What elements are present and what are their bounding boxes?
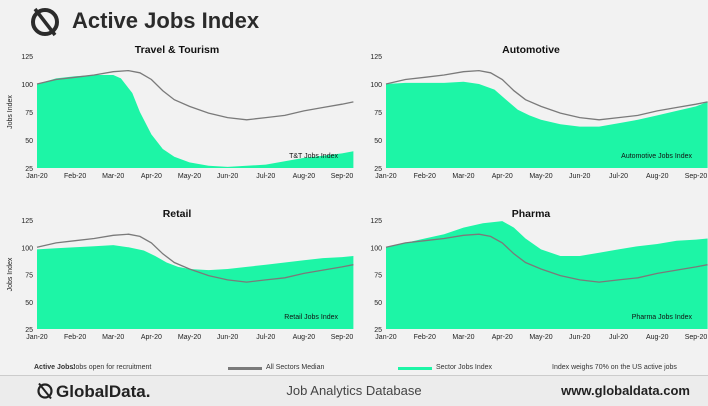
median-line bbox=[36, 233, 354, 283]
series-annotation: Pharma Jobs Index bbox=[632, 314, 693, 321]
globaldata-brand-icon bbox=[37, 382, 53, 400]
x-tick-label: Jan-20 bbox=[375, 173, 397, 180]
sector-jobs-area bbox=[37, 245, 354, 329]
x-tick-label: Mar-20 bbox=[102, 173, 124, 180]
x-tick-label: Jul-20 bbox=[256, 173, 275, 180]
chart-title: Automotive bbox=[502, 44, 560, 56]
y-tick-label: 125 bbox=[370, 54, 382, 61]
x-tick-label: Jan-20 bbox=[375, 334, 397, 341]
chart-svg: 25 50 75 100 125 Jan-20 Feb-20 Mar-20 Apr-20 May-… bbox=[7, 54, 354, 180]
y-tick-label: 50 bbox=[374, 300, 382, 307]
series-annotation: Automotive Jobs Index bbox=[621, 153, 692, 160]
chart-svg: 25 50 75 100 125 Jan-20 Feb-20 Mar-20 Apr-20 May-… bbox=[370, 54, 708, 180]
x-tick-label: Feb-20 bbox=[414, 334, 436, 341]
y-tick-label: 75 bbox=[374, 273, 382, 280]
x-tick-label: Sep-20 bbox=[685, 334, 708, 341]
chart-title: Retail bbox=[162, 208, 192, 220]
y-tick-label: 125 bbox=[21, 218, 33, 225]
x-tick-label: Sep-20 bbox=[331, 334, 354, 341]
x-tick-label: Jan-20 bbox=[26, 173, 48, 180]
x-tick-label: Apr-20 bbox=[141, 173, 162, 180]
header: Active Jobs Index bbox=[0, 0, 708, 42]
x-tick-label: Jun-20 bbox=[569, 334, 591, 341]
median-line bbox=[385, 69, 708, 121]
sector-jobs-area bbox=[386, 81, 708, 168]
legend-active-label: Active Jobs: bbox=[34, 364, 76, 371]
x-tick-label: Feb-20 bbox=[414, 173, 436, 180]
x-tick-label: Aug-20 bbox=[646, 334, 669, 341]
x-tick-label: Sep-20 bbox=[685, 173, 708, 180]
y-tick-label: 100 bbox=[370, 82, 382, 89]
website-link[interactable]: www.globaldata.com bbox=[561, 383, 690, 398]
x-tick-label: Jun-20 bbox=[569, 173, 591, 180]
y-tick-label: 50 bbox=[374, 138, 382, 145]
series-annotation: T&T Jobs Index bbox=[289, 153, 338, 160]
y-tick-label: 50 bbox=[25, 300, 33, 307]
chart-svg: 25 50 75 100 125 Jan-20 Feb-20 Mar-20 Apr-20 May-… bbox=[370, 218, 708, 341]
x-tick-label: Jun-20 bbox=[217, 334, 239, 341]
median-line bbox=[36, 69, 354, 121]
x-tick-label: Jul-20 bbox=[256, 334, 275, 341]
y-tick-label: 75 bbox=[374, 110, 382, 117]
x-tick-label: Aug-20 bbox=[646, 173, 669, 180]
x-tick-label: Jul-20 bbox=[609, 173, 628, 180]
x-tick-label: Jun-20 bbox=[217, 173, 239, 180]
y-tick-label: 25 bbox=[25, 166, 33, 173]
y-tick-label: 25 bbox=[374, 166, 382, 173]
x-tick-label: Apr-20 bbox=[492, 173, 513, 180]
brand-name: GlobalData. bbox=[56, 382, 151, 401]
y-tick-label: 100 bbox=[370, 245, 382, 252]
x-tick-label: Aug-20 bbox=[293, 334, 316, 341]
x-tick-label: Sep-20 bbox=[331, 173, 354, 180]
y-tick-label: 125 bbox=[21, 54, 33, 61]
y-tick-label: 100 bbox=[21, 82, 33, 89]
page-title: Active Jobs Index bbox=[72, 8, 260, 33]
x-tick-label: Jul-20 bbox=[609, 334, 628, 341]
series-annotation: Retail Jobs Index bbox=[284, 314, 338, 321]
chart-panel-pharma: Pharma 25 50 75 100 125 Jan-20 Feb-20 Mar-20 Apr… bbox=[354, 206, 708, 360]
legend-median-label: All Sectors Median bbox=[266, 364, 325, 371]
chart-panel-travel: Travel & Tourism 25 50 75 100 125 Jan-20 Feb-2… bbox=[0, 42, 354, 202]
legend-active-desc: Jobs open for recruitment bbox=[72, 364, 152, 371]
median-line bbox=[385, 233, 708, 283]
y-tick-label: 50 bbox=[25, 138, 33, 145]
y-tick-label: 100 bbox=[21, 245, 33, 252]
database-name: Job Analytics Database bbox=[286, 383, 422, 398]
chart-panel-retail: Retail 25 50 75 100 125 Jan-20 Feb-20 Mar-20 Apr… bbox=[0, 206, 354, 360]
y-tick-label: 75 bbox=[25, 110, 33, 117]
x-tick-label: Feb-20 bbox=[64, 334, 86, 341]
legend: Active Jobs: Jobs open for recruitment A… bbox=[0, 361, 708, 375]
y-axis-label: Jobs Index bbox=[7, 257, 14, 291]
legend-note: Index weighs 70% on the US active jobs bbox=[552, 364, 677, 371]
x-tick-label: Apr-20 bbox=[492, 334, 513, 341]
y-tick-label: 25 bbox=[25, 327, 33, 334]
y-tick-label: 125 bbox=[370, 218, 382, 225]
x-tick-label: Mar-20 bbox=[452, 173, 474, 180]
legend-sector-swatch bbox=[398, 367, 432, 370]
x-tick-label: Mar-20 bbox=[452, 334, 474, 341]
chart-svg: 25 50 75 100 125 Jan-20 Feb-20 Mar-20 Apr-20 May-… bbox=[7, 218, 354, 341]
x-tick-label: Aug-20 bbox=[293, 173, 316, 180]
footer: GlobalData. Job Analytics Database www.g… bbox=[0, 375, 708, 406]
sector-jobs-area bbox=[37, 75, 354, 168]
legend-median-swatch bbox=[228, 367, 262, 370]
y-tick-label: 25 bbox=[374, 327, 382, 334]
x-tick-label: Feb-20 bbox=[64, 173, 86, 180]
chart-title: Pharma bbox=[511, 208, 551, 220]
x-tick-label: Mar-20 bbox=[102, 334, 124, 341]
x-tick-label: May-20 bbox=[529, 173, 552, 180]
sector-jobs-area bbox=[386, 221, 708, 329]
x-tick-label: May-20 bbox=[178, 334, 201, 341]
legend-sector-label: Sector Jobs Index bbox=[436, 364, 493, 371]
x-tick-label: Apr-20 bbox=[141, 334, 162, 341]
chart-panel-automotive: Automotive 25 50 75 100 125 Jan-20 Feb-20 Mar-2… bbox=[354, 42, 708, 202]
chart-title: Travel & Tourism bbox=[134, 44, 220, 56]
globaldata-logo-icon bbox=[31, 7, 59, 37]
y-tick-label: 75 bbox=[25, 273, 33, 280]
y-axis-label: Jobs Index bbox=[7, 95, 14, 129]
x-tick-label: May-20 bbox=[529, 334, 552, 341]
x-tick-label: Jan-20 bbox=[26, 334, 48, 341]
x-tick-label: May-20 bbox=[178, 173, 201, 180]
